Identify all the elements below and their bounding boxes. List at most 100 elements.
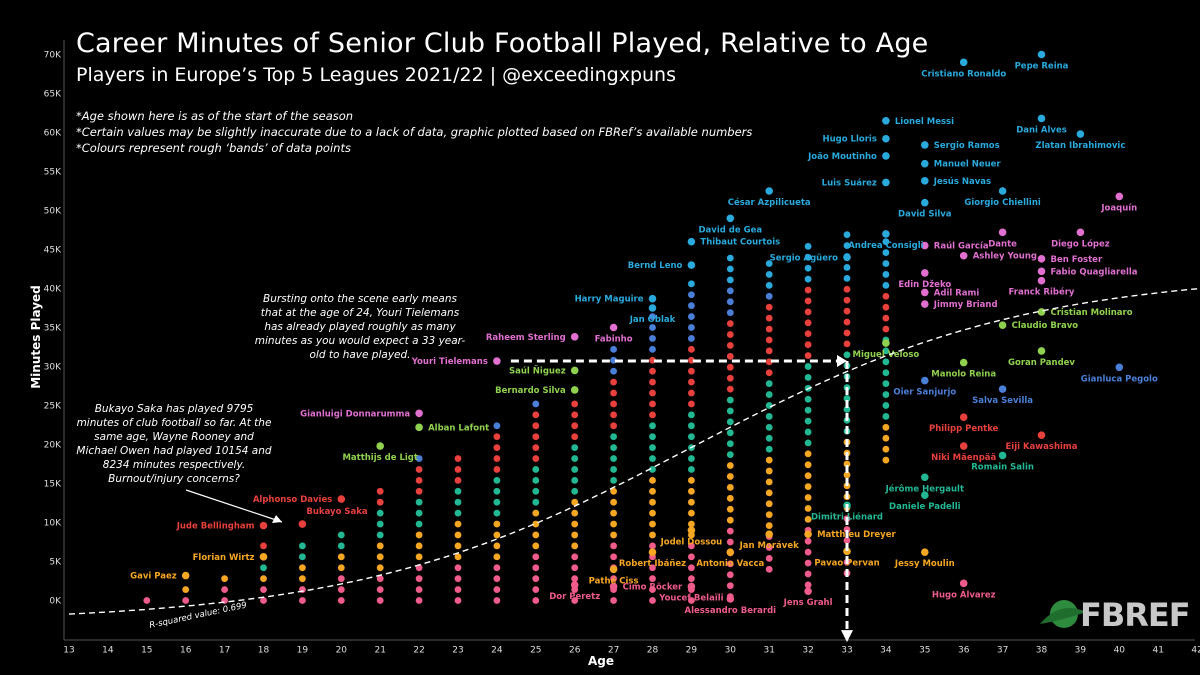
point-label: Pepe Reina bbox=[1015, 62, 1069, 72]
data-point bbox=[1037, 114, 1046, 123]
data-point bbox=[804, 439, 812, 447]
data-point bbox=[687, 411, 696, 419]
data-point bbox=[570, 454, 579, 463]
data-point bbox=[687, 487, 696, 496]
data-point bbox=[454, 476, 462, 485]
data-point bbox=[493, 542, 501, 550]
data-point bbox=[687, 542, 696, 550]
data-point bbox=[882, 248, 890, 257]
data-point bbox=[687, 432, 696, 441]
data-point bbox=[532, 596, 540, 605]
data-point bbox=[882, 303, 890, 312]
data-point bbox=[415, 531, 423, 539]
data-point bbox=[882, 339, 890, 347]
data-point bbox=[298, 553, 307, 561]
data-point bbox=[493, 553, 501, 561]
data-point bbox=[648, 411, 657, 419]
fbref-logo-swoosh bbox=[1040, 608, 1086, 624]
x-tick-label: 19 bbox=[297, 646, 309, 656]
data-point bbox=[726, 581, 735, 590]
trend-line bbox=[68, 288, 1198, 615]
data-point bbox=[882, 178, 890, 187]
data-point bbox=[882, 379, 890, 388]
data-point bbox=[220, 574, 229, 583]
data-point bbox=[609, 323, 618, 332]
data-point bbox=[1037, 50, 1046, 59]
data-point bbox=[882, 259, 890, 268]
point-label: Alban Lafont bbox=[428, 423, 489, 433]
point-label: Jude Bellingham bbox=[176, 522, 255, 532]
r-squared-label: R-squared value: 0.699 bbox=[149, 600, 248, 630]
data-point bbox=[570, 476, 579, 485]
data-point bbox=[726, 407, 735, 415]
point-label: Alphonso Davies bbox=[253, 495, 332, 505]
point-label: Thibaut Courtois bbox=[700, 238, 780, 248]
data-point bbox=[609, 465, 618, 474]
point-label: Manolo Reina bbox=[931, 370, 996, 380]
x-tick-label: 25 bbox=[530, 646, 541, 656]
data-point bbox=[376, 442, 385, 450]
data-point bbox=[921, 159, 929, 168]
data-point bbox=[493, 421, 501, 430]
data-point bbox=[765, 259, 774, 268]
x-tick-label: 32 bbox=[802, 646, 813, 656]
point-label: Claudio Bravo bbox=[1012, 321, 1079, 331]
data-point bbox=[648, 312, 657, 321]
y-tick-label: 40K bbox=[44, 285, 62, 295]
point-label: Hugo Álvarez bbox=[932, 588, 996, 600]
data-point bbox=[570, 596, 579, 605]
data-point bbox=[804, 286, 812, 294]
data-point bbox=[493, 487, 501, 496]
data-point bbox=[998, 228, 1007, 237]
data-point bbox=[726, 505, 735, 514]
point-label: Jesús Navas bbox=[933, 177, 991, 187]
y-tick-label: 65K bbox=[44, 90, 62, 100]
y-tick-label: 20K bbox=[44, 441, 62, 451]
data-point bbox=[804, 253, 812, 262]
data-point bbox=[259, 585, 268, 594]
data-point bbox=[376, 509, 385, 517]
note-age: *Age shown here is as of the start of th… bbox=[76, 109, 354, 123]
data-point bbox=[337, 531, 346, 539]
point-label: Pathé Ciss bbox=[589, 575, 639, 586]
data-point bbox=[454, 454, 462, 463]
point-label: Cristian Molinaro bbox=[1051, 308, 1133, 318]
data-point bbox=[532, 476, 540, 485]
data-point bbox=[454, 465, 462, 474]
data-point bbox=[726, 516, 735, 524]
data-point bbox=[726, 330, 735, 339]
data-point bbox=[570, 487, 579, 496]
point-label: Raúl García bbox=[934, 242, 989, 252]
data-point bbox=[921, 300, 929, 308]
data-point bbox=[648, 585, 657, 594]
data-point bbox=[765, 510, 774, 519]
data-point bbox=[726, 385, 735, 393]
data-point bbox=[609, 582, 618, 591]
data-point bbox=[687, 301, 696, 310]
data-point bbox=[804, 530, 812, 538]
data-point bbox=[532, 400, 540, 408]
data-point bbox=[843, 274, 851, 283]
data-point bbox=[570, 520, 579, 528]
data-point bbox=[726, 428, 735, 437]
point-labels: Cristiano Ronaldo Pepe Reina Lionel Messi D… bbox=[130, 62, 1158, 616]
data-point bbox=[259, 521, 268, 530]
point-label: Fabinho bbox=[595, 335, 633, 345]
data-point bbox=[882, 456, 890, 464]
data-point bbox=[765, 314, 774, 322]
point-label: Romain Salin bbox=[971, 462, 1034, 472]
data-point bbox=[648, 294, 657, 303]
data-point bbox=[415, 476, 423, 485]
data-point bbox=[376, 563, 385, 572]
data-point bbox=[726, 548, 735, 556]
data-point bbox=[921, 241, 929, 250]
data-points bbox=[142, 50, 1124, 605]
data-point bbox=[882, 270, 890, 279]
data-point bbox=[648, 563, 657, 572]
data-point bbox=[493, 465, 501, 474]
data-point bbox=[882, 230, 890, 238]
point-label: Diego López bbox=[1051, 238, 1110, 249]
point-label: Sergio Agüero bbox=[770, 253, 839, 263]
data-point bbox=[609, 454, 618, 463]
data-point bbox=[804, 297, 812, 305]
